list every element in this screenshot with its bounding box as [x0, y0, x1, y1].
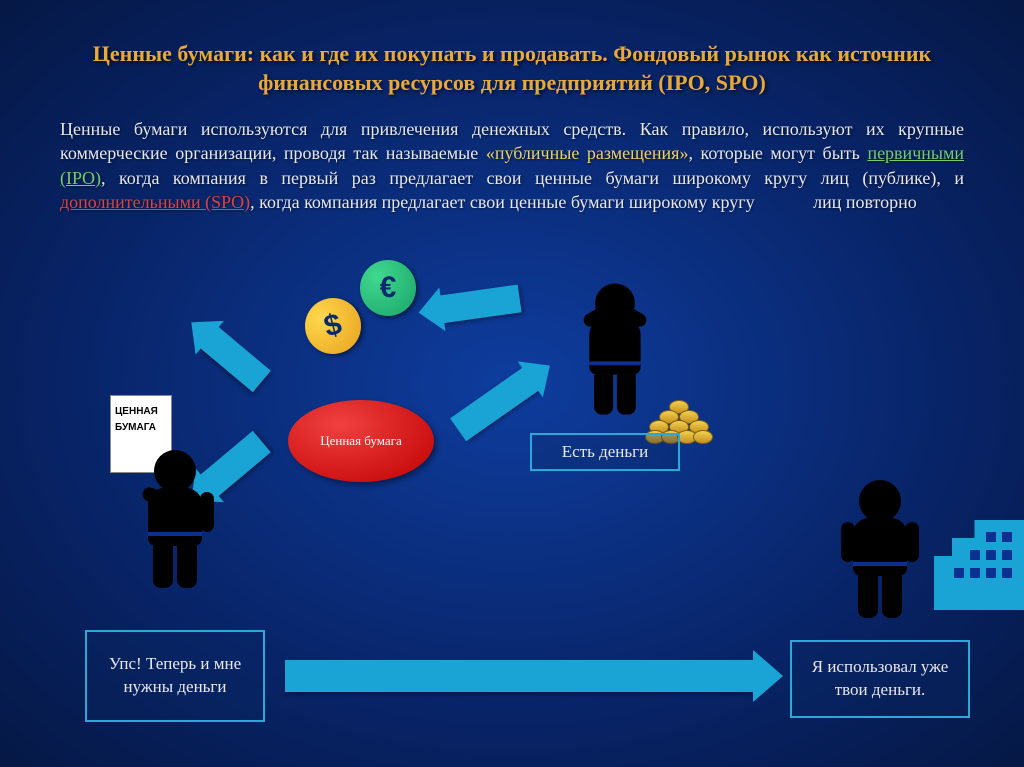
used-money-box: Я использовал уже твои деньги. [790, 640, 970, 718]
diagram-area: $ € ЦЕННАЯ БУМАГА Ценная бумага [0, 260, 1024, 760]
arrow-ellipse-to-figure [450, 367, 540, 442]
figure-left-person-icon [130, 450, 220, 588]
para-gap [755, 192, 814, 212]
figure-top-person-icon [572, 283, 658, 414]
para-text-2: , которые могут быть [688, 143, 867, 163]
highlight-public: «публичные размещения» [486, 143, 689, 163]
euro-coin-icon: € [360, 260, 416, 316]
need-money-box: Упс! Теперь и мне нужны деньги [85, 630, 265, 722]
has-money-box: Есть деньги [530, 433, 680, 471]
arrow-bottom-long [285, 660, 755, 692]
building-icon [934, 520, 1024, 610]
dollar-coin-icon: $ [299, 292, 368, 361]
doc-line-1: ЦЕННАЯ [115, 404, 167, 420]
arrow-figure-to-coins [438, 285, 521, 324]
para-text-5: лиц повторно [813, 192, 917, 212]
highlight-spo: дополнительными (SPO) [60, 192, 250, 212]
used-money-label: Я использовал уже твои деньги. [806, 656, 954, 702]
doc-line-2: БУМАГА [115, 420, 167, 436]
slide-paragraph: Ценные бумаги используются для привлечен… [0, 97, 1024, 214]
slide-title: Ценные бумаги: как и где их покупать и п… [0, 0, 1024, 97]
arrow-coins-to-doc [199, 326, 271, 392]
has-money-label: Есть деньги [562, 441, 648, 464]
para-text-4: , когда компания предлагает свои ценные … [250, 192, 755, 212]
security-ellipse: Ценная бумага [288, 400, 434, 482]
figure-right-person-icon [835, 480, 925, 618]
need-money-label: Упс! Теперь и мне нужны деньги [101, 653, 249, 699]
para-text-3: , когда компания в первый раз предлагает… [101, 168, 964, 188]
ellipse-label: Ценная бумага [320, 433, 402, 449]
